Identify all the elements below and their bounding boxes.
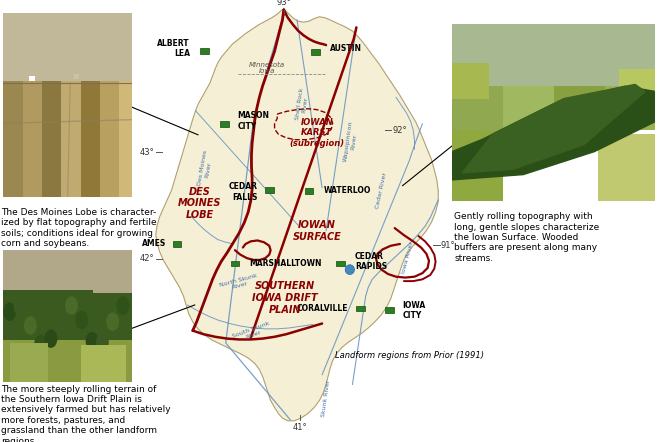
Bar bbox=[42, 290, 94, 356]
Text: IOWAN
SURFACE: IOWAN SURFACE bbox=[292, 220, 341, 241]
Text: Skunk River: Skunk River bbox=[321, 379, 331, 417]
Bar bbox=[61, 81, 81, 197]
Text: Des Moines
River: Des Moines River bbox=[197, 150, 215, 187]
Text: WATERLOO: WATERLOO bbox=[323, 187, 371, 195]
Bar bbox=[554, 86, 614, 130]
Bar bbox=[74, 74, 79, 79]
Bar bbox=[3, 81, 22, 197]
Text: Iowa River: Iowa River bbox=[401, 240, 414, 274]
Text: CORALVILLE: CORALVILLE bbox=[297, 304, 348, 313]
Ellipse shape bbox=[3, 302, 16, 321]
Bar bbox=[201, 48, 209, 53]
Ellipse shape bbox=[55, 307, 67, 326]
Text: 43°: 43° bbox=[140, 148, 154, 157]
Bar bbox=[220, 121, 229, 126]
Text: Cedar River: Cedar River bbox=[375, 172, 388, 210]
Ellipse shape bbox=[106, 312, 119, 331]
Bar bbox=[452, 130, 503, 201]
Polygon shape bbox=[156, 9, 438, 421]
Bar bbox=[3, 290, 48, 343]
Polygon shape bbox=[3, 296, 132, 382]
Text: 41°: 41° bbox=[292, 423, 307, 432]
Bar bbox=[29, 76, 36, 81]
Bar bbox=[22, 81, 42, 197]
Text: Iowa: Iowa bbox=[259, 68, 275, 74]
Ellipse shape bbox=[86, 332, 98, 351]
Bar bbox=[385, 308, 393, 313]
Ellipse shape bbox=[24, 316, 37, 335]
Text: AUSTIN: AUSTIN bbox=[330, 44, 362, 53]
Ellipse shape bbox=[65, 296, 78, 315]
Text: Shell Rock
River: Shell Rock River bbox=[294, 88, 310, 121]
Text: North Skunk
River: North Skunk River bbox=[218, 273, 259, 293]
Bar bbox=[81, 81, 100, 197]
Bar bbox=[81, 345, 125, 382]
Bar bbox=[3, 340, 132, 382]
Bar bbox=[599, 134, 655, 201]
Bar bbox=[503, 86, 564, 130]
Text: IOWAN
KARST
(subregion): IOWAN KARST (subregion) bbox=[289, 118, 345, 148]
Bar bbox=[452, 63, 488, 99]
Bar bbox=[265, 187, 273, 193]
Ellipse shape bbox=[75, 311, 88, 329]
Text: 92°: 92° bbox=[393, 126, 407, 135]
Text: The Des Moines Lobe is character-
ized by flat topography and fertile
soils; con: The Des Moines Lobe is character- ized b… bbox=[1, 208, 157, 248]
Bar bbox=[605, 86, 660, 130]
Text: South Skunk
River: South Skunk River bbox=[232, 320, 273, 344]
Bar bbox=[173, 241, 181, 247]
Bar bbox=[305, 188, 314, 194]
Bar bbox=[119, 81, 139, 197]
Ellipse shape bbox=[117, 297, 129, 315]
Polygon shape bbox=[452, 86, 655, 180]
Text: Wapsipinicon
River: Wapsipinicon River bbox=[343, 120, 359, 163]
Text: CEDAR
RAPIDS: CEDAR RAPIDS bbox=[355, 252, 387, 271]
Bar bbox=[3, 13, 132, 83]
Text: IOWA
CITY: IOWA CITY bbox=[403, 301, 426, 320]
Ellipse shape bbox=[44, 329, 57, 348]
Bar bbox=[100, 81, 119, 197]
Bar bbox=[337, 260, 345, 266]
Text: 93°: 93° bbox=[277, 0, 291, 7]
Text: MARSHALLTOWN: MARSHALLTOWN bbox=[249, 259, 322, 268]
Ellipse shape bbox=[96, 333, 109, 351]
Bar bbox=[231, 260, 239, 266]
Text: The more steeply rolling terrain of
the Southern Iowa Drift Plain is
extensively: The more steeply rolling terrain of the … bbox=[1, 385, 171, 442]
Text: Landform regions from Prior (1991): Landform regions from Prior (1991) bbox=[335, 351, 484, 360]
Text: AMES: AMES bbox=[142, 239, 166, 248]
Ellipse shape bbox=[345, 265, 354, 274]
Text: DES
MOINES
LOBE: DES MOINES LOBE bbox=[178, 187, 222, 220]
Ellipse shape bbox=[14, 297, 26, 316]
Text: MASON
CITY: MASON CITY bbox=[238, 111, 269, 131]
Polygon shape bbox=[462, 84, 645, 173]
Bar bbox=[452, 86, 513, 130]
Text: CEDAR
FALLS: CEDAR FALLS bbox=[228, 182, 257, 202]
Text: ALBERT
LEA: ALBERT LEA bbox=[158, 39, 190, 58]
Text: Gently rolling topography with
long, gentle slopes characterize
the Iowan Surfac: Gently rolling topography with long, gen… bbox=[454, 212, 599, 263]
Bar bbox=[10, 343, 48, 382]
Text: 42°: 42° bbox=[140, 254, 154, 263]
Bar bbox=[356, 306, 365, 311]
Ellipse shape bbox=[34, 335, 47, 353]
Bar bbox=[3, 250, 132, 296]
Text: SOUTHERN
IOWA DRIFT
PLAIN: SOUTHERN IOWA DRIFT PLAIN bbox=[252, 281, 318, 315]
Bar bbox=[312, 49, 319, 55]
Bar bbox=[87, 293, 132, 349]
Bar bbox=[452, 24, 655, 95]
Bar bbox=[42, 81, 61, 197]
Text: Minnesota: Minnesota bbox=[249, 62, 285, 69]
Bar bbox=[619, 69, 655, 104]
Text: 91°: 91° bbox=[441, 241, 455, 250]
